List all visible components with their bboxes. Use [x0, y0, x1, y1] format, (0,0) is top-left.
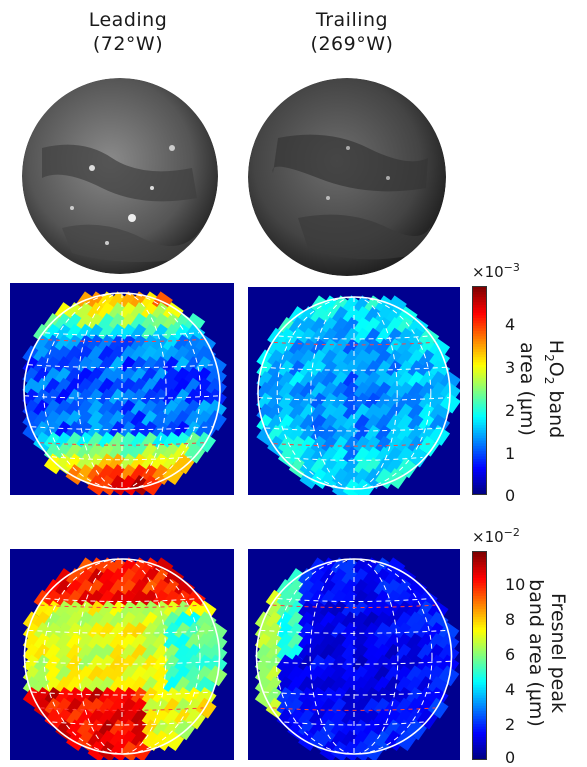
fresnel-tick-2: 2: [505, 715, 516, 734]
fresnel-tick-8: 8: [505, 610, 516, 629]
leading-longitude: (72°W): [92, 33, 164, 55]
leading-title: Leading (72°W): [28, 8, 228, 56]
fresnel-tick-0: 0: [505, 748, 516, 767]
trailing-h2o2-map: [248, 287, 460, 495]
trailing-longitude: (269°W): [310, 33, 394, 55]
leading-fresnel-map: [10, 549, 234, 760]
trailing-hemisphere-image: [248, 78, 446, 276]
fresnel-tick-4: 4: [505, 680, 516, 699]
h2o2-tick-2: 2: [505, 401, 516, 420]
fresnel-colorbar-label: Fresnel peak band area (µm): [525, 579, 569, 727]
h2o2-colorbar-label: H2O2 band area (µm): [516, 339, 567, 439]
h2o2-tick-0: 0: [505, 486, 516, 505]
fresnel-colorbar: [472, 551, 487, 760]
fresnel-colorbar-exponent: ×10−2: [472, 526, 520, 546]
h2o2-colorbar: [472, 286, 487, 495]
leading-hemisphere-image: [22, 78, 218, 274]
trailing-title: Trailing (269°W): [252, 8, 452, 56]
leading-h2o2-map: [10, 283, 234, 495]
h2o2-colorbar-exponent: ×10−3: [472, 261, 520, 281]
trailing-name: Trailing: [315, 9, 389, 31]
h2o2-tick-1: 1: [505, 444, 516, 463]
trailing-fresnel-map: [248, 549, 460, 760]
h2o2-tick-4: 4: [505, 315, 516, 334]
h2o2-tick-3: 3: [505, 358, 516, 377]
leading-name: Leading: [88, 9, 168, 31]
fresnel-tick-10: 10: [505, 575, 526, 594]
fresnel-tick-6: 6: [505, 645, 516, 664]
